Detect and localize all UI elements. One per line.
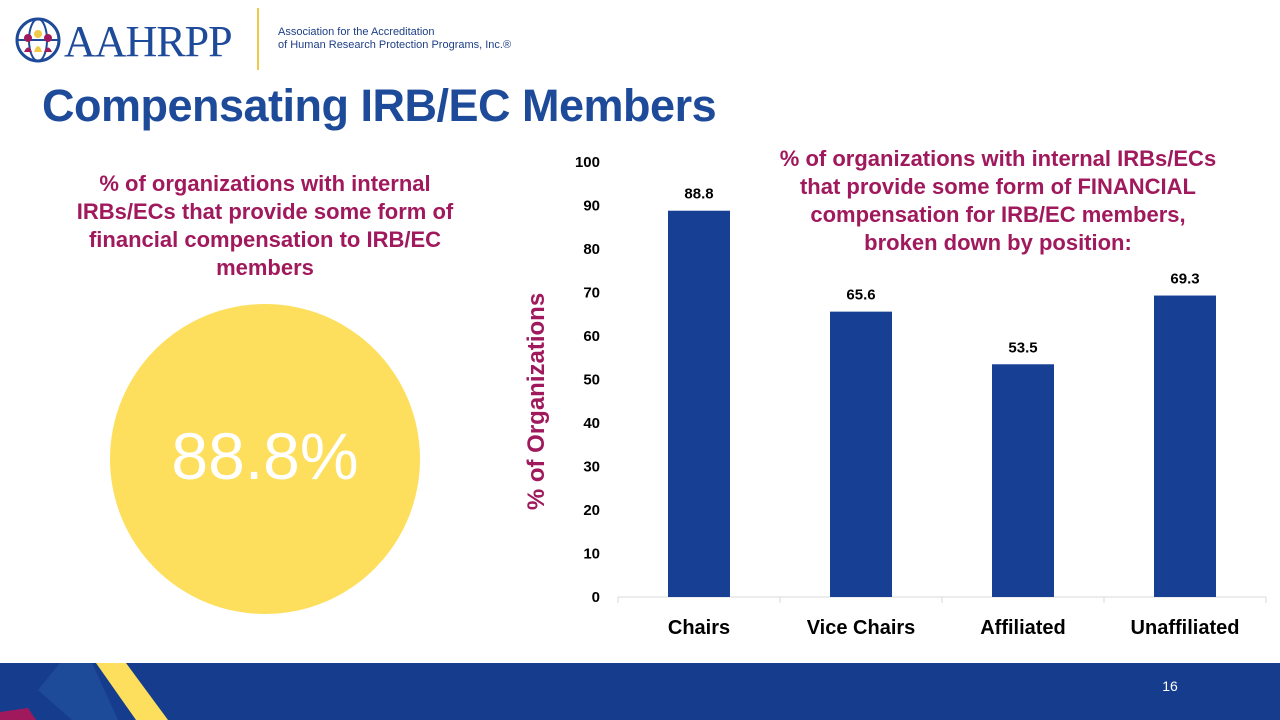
y-tick-label: 20 — [583, 502, 600, 519]
bar-chart: 0 10 20 30 40 50 60 70 80 90 100 % of Organizations… — [523, 154, 1267, 639]
footer-band — [0, 663, 1280, 720]
bar-value-label: 65.6 — [846, 287, 875, 304]
globe-people-icon — [15, 17, 61, 63]
slide-title: Compensating IRB/EC Members — [42, 80, 717, 131]
footer-bar — [0, 663, 1280, 720]
y-tick-label: 100 — [575, 154, 600, 171]
bar-value-label: 69.3 — [1170, 271, 1199, 288]
chart-title-line: % of organizations with internal IRBs/EC… — [779, 146, 1217, 171]
organization-name-line2: of Human Research Protection Programs, I… — [278, 39, 512, 51]
bar — [992, 364, 1054, 597]
aahrpp-logo: AAHRPP — [14, 14, 264, 72]
chart-title-line: broken down by position: — [864, 230, 1132, 255]
y-tick-label: 30 — [583, 459, 600, 476]
page-number: 16 — [1162, 678, 1178, 694]
y-tick-label: 60 — [583, 328, 600, 345]
y-tick-label: 70 — [583, 285, 600, 302]
y-tick-label: 0 — [592, 589, 600, 606]
organization-name: Association for the Accreditation of Hum… — [278, 26, 511, 52]
x-category-label: Unaffiliated — [1131, 617, 1240, 639]
x-category-label: Affiliated — [980, 617, 1066, 639]
bar-value-label: 53.5 — [1008, 339, 1037, 356]
highlight-circle — [110, 304, 420, 614]
bar — [830, 311, 892, 597]
y-tick-label: 50 — [583, 372, 600, 389]
organization-name-line1: Association for the Accreditation — [278, 26, 435, 38]
chart-title: % of organizations with internal IRBs/EC… — [748, 145, 1248, 257]
bar — [668, 210, 730, 597]
logo-wordmark: AAHRPP — [64, 17, 233, 66]
bar-value-label: 88.8 — [684, 186, 713, 203]
chart-title-line: compensation for IRB/EC members, — [810, 202, 1186, 227]
big-percentage: 88.8% — [171, 419, 359, 493]
x-category-label: Vice Chairs — [807, 617, 916, 639]
left-caption: % of organizations with internal IRBs/EC… — [76, 171, 454, 280]
y-tick-label: 80 — [583, 241, 600, 258]
y-axis-label: % of Organizations — [523, 293, 550, 510]
y-tick-label: 40 — [583, 415, 600, 432]
footer-stripe-yellow — [96, 663, 168, 720]
footer-stripe-blue — [38, 663, 118, 720]
footer-stripe-magenta — [0, 708, 36, 720]
x-category-label: Chairs — [668, 617, 730, 639]
chart-title-line: that provide some form of FINANCIAL — [799, 174, 1196, 199]
y-tick-label: 10 — [583, 546, 600, 563]
logo-divider — [257, 8, 259, 70]
bar — [1154, 295, 1216, 597]
y-tick-label: 90 — [583, 198, 600, 215]
